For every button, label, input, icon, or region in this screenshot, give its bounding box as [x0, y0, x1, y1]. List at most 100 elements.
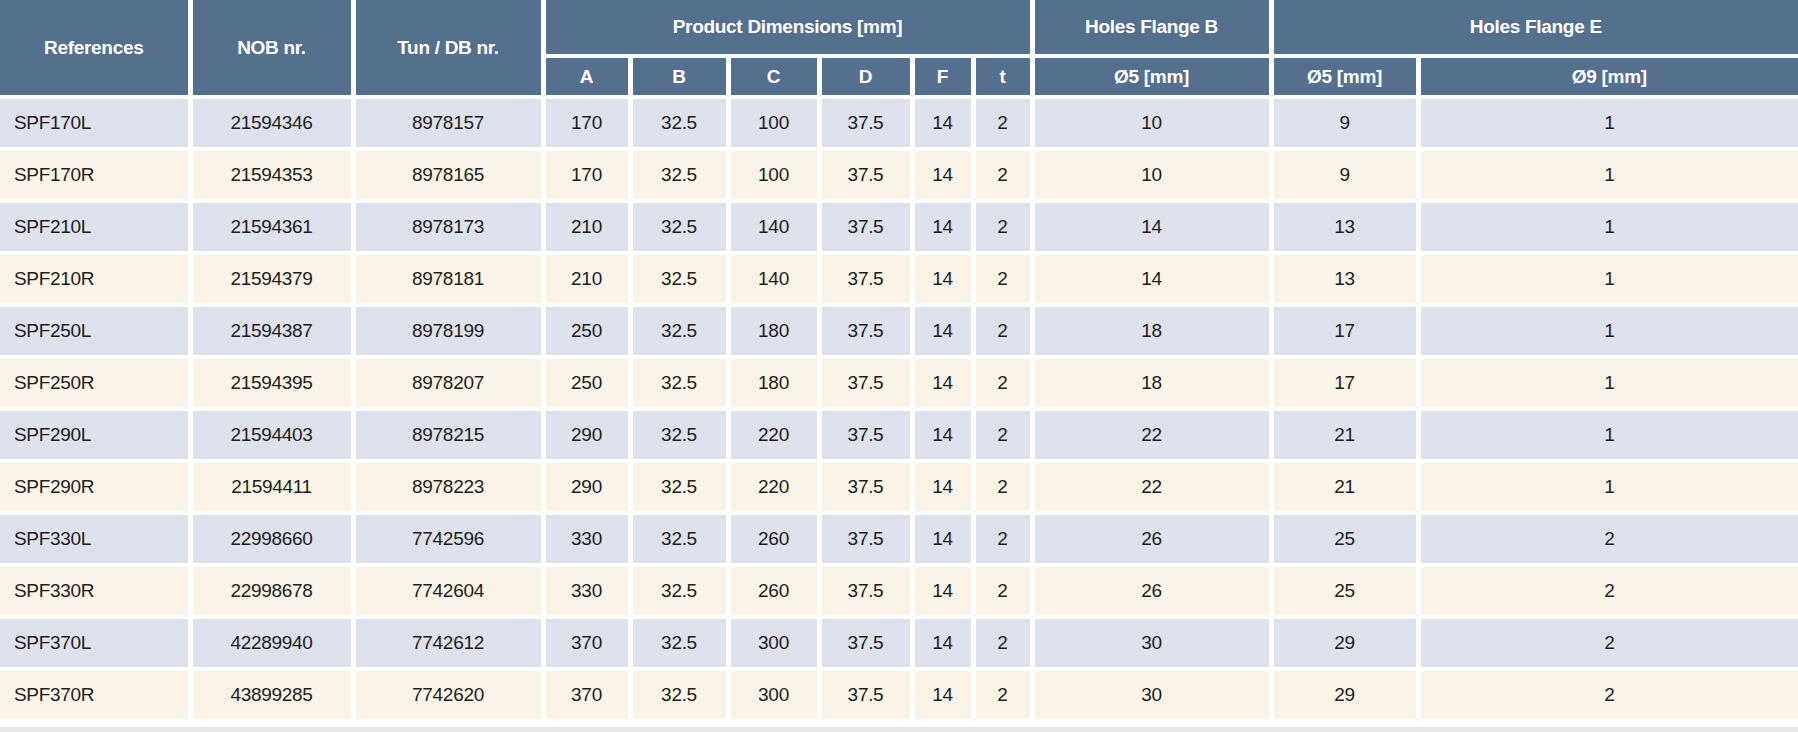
- column-header-dim-d: D: [819, 56, 912, 97]
- group-header-holes-flange-e: Holes Flange E: [1271, 0, 1798, 56]
- table-header: References NOB nr. Tun / DB nr. Product …: [0, 0, 1798, 97]
- cell-flange-b-d5: 30: [1032, 669, 1271, 721]
- cell-nob-nr: 22998660: [190, 513, 353, 565]
- cell-flange-e-d9: 1: [1418, 97, 1798, 149]
- cell-dim-d: 37.5: [819, 149, 912, 201]
- cell-dim-t: 2: [973, 97, 1032, 149]
- cell-flange-b-d5: 18: [1032, 305, 1271, 357]
- cell-tun-db-nr: 8978199: [353, 305, 543, 357]
- table-row: SPF290R 21594411 8978223 290 32.5 220 37…: [0, 461, 1798, 513]
- cell-tun-db-nr: 8978157: [353, 97, 543, 149]
- cell-dim-f: 14: [912, 97, 973, 149]
- table-row: SPF370L 42289940 7742612 370 32.5 300 37…: [0, 617, 1798, 669]
- column-header-dim-a: A: [543, 56, 630, 97]
- cell-nob-nr: 21594353: [190, 149, 353, 201]
- cell-flange-e-d5: 17: [1271, 357, 1418, 409]
- cell-tun-db-nr: 7742596: [353, 513, 543, 565]
- cell-dim-t: 2: [973, 513, 1032, 565]
- cell-flange-e-d9: 1: [1418, 409, 1798, 461]
- cell-dim-t: 2: [973, 149, 1032, 201]
- cell-flange-e-d5: 9: [1271, 149, 1418, 201]
- cell-flange-e-d5: 17: [1271, 305, 1418, 357]
- cell-dim-a: 250: [543, 357, 630, 409]
- cell-dim-f: 14: [912, 357, 973, 409]
- cell-nob-nr: 42289940: [190, 617, 353, 669]
- column-header-dim-c: C: [728, 56, 819, 97]
- cell-flange-e-d5: 13: [1271, 253, 1418, 305]
- cell-flange-e-d9: 1: [1418, 149, 1798, 201]
- cell-flange-b-d5: 30: [1032, 617, 1271, 669]
- cell-dim-f: 14: [912, 617, 973, 669]
- cell-dim-t: 2: [973, 461, 1032, 513]
- cell-dim-t: 2: [973, 305, 1032, 357]
- column-header-flange-e-d9: Ø9 [mm]: [1418, 56, 1798, 97]
- cell-flange-e-d5: 21: [1271, 461, 1418, 513]
- cell-tun-db-nr: 8978165: [353, 149, 543, 201]
- cell-dim-a: 250: [543, 305, 630, 357]
- cell-tun-db-nr: 8978181: [353, 253, 543, 305]
- cell-dim-c: 260: [728, 513, 819, 565]
- cell-dim-f: 14: [912, 149, 973, 201]
- cell-dim-c: 260: [728, 565, 819, 617]
- cell-reference: SPF370L: [0, 617, 190, 669]
- cell-flange-e-d9: 2: [1418, 669, 1798, 721]
- cell-dim-c: 100: [728, 149, 819, 201]
- cell-dim-d: 37.5: [819, 409, 912, 461]
- cell-dim-c: 220: [728, 461, 819, 513]
- product-spec-table: References NOB nr. Tun / DB nr. Product …: [0, 0, 1798, 723]
- cell-flange-e-d5: 29: [1271, 617, 1418, 669]
- column-header-references: References: [0, 0, 190, 97]
- cell-dim-c: 300: [728, 617, 819, 669]
- cell-flange-e-d9: 2: [1418, 565, 1798, 617]
- cell-dim-t: 2: [973, 253, 1032, 305]
- cell-dim-b: 32.5: [630, 565, 728, 617]
- cell-dim-d: 37.5: [819, 305, 912, 357]
- cell-dim-f: 14: [912, 305, 973, 357]
- cell-reference: SPF210R: [0, 253, 190, 305]
- cell-dim-d: 37.5: [819, 253, 912, 305]
- cell-nob-nr: 21594346: [190, 97, 353, 149]
- cell-dim-d: 37.5: [819, 357, 912, 409]
- cell-nob-nr: 43899285: [190, 669, 353, 721]
- cell-dim-c: 180: [728, 357, 819, 409]
- cell-reference: SPF250R: [0, 357, 190, 409]
- cell-flange-b-d5: 18: [1032, 357, 1271, 409]
- cell-nob-nr: 21594387: [190, 305, 353, 357]
- cell-flange-e-d5: 9: [1271, 97, 1418, 149]
- cell-flange-e-d9: 1: [1418, 357, 1798, 409]
- cell-flange-b-d5: 14: [1032, 253, 1271, 305]
- cell-dim-a: 170: [543, 97, 630, 149]
- table-row: SPF330R 22998678 7742604 330 32.5 260 37…: [0, 565, 1798, 617]
- cell-reference: SPF370R: [0, 669, 190, 721]
- cell-flange-e-d9: 2: [1418, 513, 1798, 565]
- cell-nob-nr: 21594395: [190, 357, 353, 409]
- table-row: SPF250L 21594387 8978199 250 32.5 180 37…: [0, 305, 1798, 357]
- cell-dim-c: 140: [728, 201, 819, 253]
- table-row: SPF210L 21594361 8978173 210 32.5 140 37…: [0, 201, 1798, 253]
- cell-dim-b: 32.5: [630, 461, 728, 513]
- cell-dim-b: 32.5: [630, 253, 728, 305]
- cell-flange-e-d9: 1: [1418, 461, 1798, 513]
- cell-reference: SPF170R: [0, 149, 190, 201]
- cell-flange-e-d5: 13: [1271, 201, 1418, 253]
- cell-dim-c: 140: [728, 253, 819, 305]
- cell-dim-b: 32.5: [630, 305, 728, 357]
- cell-dim-b: 32.5: [630, 201, 728, 253]
- cell-dim-a: 290: [543, 409, 630, 461]
- table-row: SPF330L 22998660 7742596 330 32.5 260 37…: [0, 513, 1798, 565]
- cell-dim-b: 32.5: [630, 409, 728, 461]
- cell-dim-a: 370: [543, 669, 630, 721]
- column-header-dim-f: F: [912, 56, 973, 97]
- cell-dim-d: 37.5: [819, 669, 912, 721]
- cell-reference: SPF290R: [0, 461, 190, 513]
- column-header-flange-b-d5: Ø5 [mm]: [1032, 56, 1271, 97]
- cell-dim-t: 2: [973, 409, 1032, 461]
- table-row: SPF290L 21594403 8978215 290 32.5 220 37…: [0, 409, 1798, 461]
- cell-dim-t: 2: [973, 565, 1032, 617]
- cell-tun-db-nr: 8978207: [353, 357, 543, 409]
- cell-nob-nr: 21594361: [190, 201, 353, 253]
- cell-flange-e-d9: 1: [1418, 253, 1798, 305]
- cell-dim-d: 37.5: [819, 201, 912, 253]
- cell-flange-b-d5: 22: [1032, 409, 1271, 461]
- table-row: SPF210R 21594379 8978181 210 32.5 140 37…: [0, 253, 1798, 305]
